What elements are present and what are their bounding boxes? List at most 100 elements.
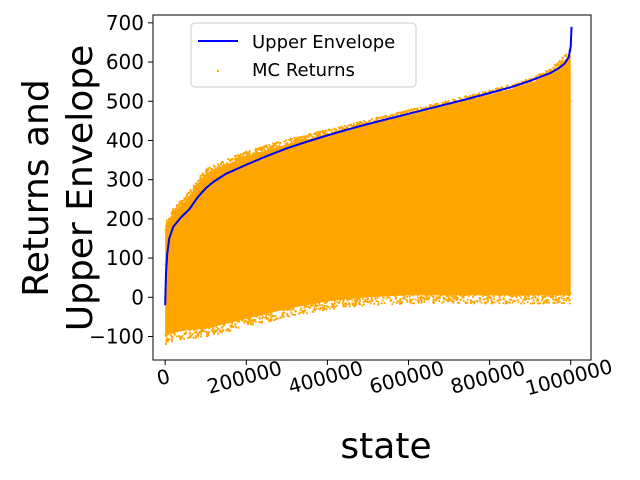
mc-return-point [344,305,347,308]
mc-return-point [512,88,515,91]
mc-return-point [254,320,257,323]
mc-return-point [179,327,182,330]
mc-return-point [215,330,218,333]
mc-return-point [530,78,533,80]
mc-return-point [409,110,411,113]
mc-return-point [542,75,545,78]
mc-return-point [412,263,415,266]
mc-return-point [485,96,488,99]
mc-return-point [390,298,393,301]
mc-return-point [217,332,220,335]
mc-return-point [395,292,397,295]
mc-return-point [423,301,426,303]
mc-return-point [414,114,417,116]
mc-return-point [531,81,533,84]
mc-return-point [483,301,486,304]
mc-return-point [291,313,294,315]
mc-return-point [228,320,231,323]
mc-return-point [268,193,271,196]
mc-return-point [332,303,335,306]
mc-return-point [370,294,373,297]
mc-return-point [471,223,474,226]
mc-return-point [479,110,481,113]
mc-return-point [192,189,195,192]
mc-return-point [485,95,488,98]
mc-return-point [348,302,350,305]
mc-return-point [451,104,454,106]
mc-return-point [208,166,211,169]
mc-return-point [555,184,558,186]
mc-return-point [366,301,369,303]
mc-return-point [446,106,449,109]
mc-return-point [234,325,237,328]
mc-return-point [453,296,456,298]
mc-return-point [468,98,471,101]
mc-return-point [442,107,445,110]
mc-return-point [265,315,268,318]
mc-return-point [311,310,314,313]
mc-return-point [258,152,261,154]
mc-return-point [412,108,415,111]
mc-return-point [191,333,194,336]
mc-return-point [409,301,412,304]
mc-return-point [474,98,477,101]
mc-return-point [452,296,454,298]
mc-return-point [560,292,563,295]
mc-return-point [174,268,177,271]
mc-return-point [549,87,552,90]
x-tick-label: 200000 [204,356,284,399]
mc-return-point [436,107,439,110]
mc-return-point [268,320,270,322]
mc-return-point [281,308,283,311]
mc-return-point [256,151,259,154]
mc-return-point [420,179,423,182]
mc-return-point [201,257,204,260]
mc-return-point [495,92,498,95]
mc-return-point [309,133,312,136]
mc-return-point [519,91,522,94]
mc-return-point [296,142,299,144]
mc-return-point [454,102,456,105]
mc-return-point [261,147,264,150]
mc-return-point [189,293,192,296]
mc-return-point [242,211,245,214]
mc-return-point [482,298,485,301]
mc-return-point [522,294,524,297]
mc-return-point [434,298,437,301]
mc-return-point [227,329,230,332]
mc-return-point [367,298,369,300]
mc-return-point [331,302,333,305]
mc-return-point [254,153,257,156]
mc-return-point [526,294,529,297]
mc-return-point [325,133,328,135]
mc-return-point [283,172,286,174]
mc-return-point [203,326,206,329]
mc-return-point [489,296,492,299]
mc-return-point [397,116,400,119]
mc-return-point [191,328,194,331]
mc-return-point [188,336,191,339]
mc-return-point [354,303,357,306]
mc-return-point [541,72,544,75]
mc-return-point [201,330,203,333]
mc-return-point [303,137,305,140]
mc-return-point [316,282,319,284]
mc-return-point [342,303,345,306]
mc-return-point [499,87,502,90]
mc-return-point [204,262,207,265]
mc-return-point [247,250,250,253]
mc-return-point [312,133,315,135]
mc-return-point [303,306,306,309]
mc-return-point [264,151,267,154]
mc-return-point [425,298,428,301]
mc-return-point [230,324,233,327]
mc-return-point [195,330,198,333]
mc-return-point [402,294,404,297]
mc-return-point [490,90,492,92]
mc-return-point [323,299,326,302]
mc-return-point [187,262,190,265]
mc-return-point [470,98,473,100]
mc-return-point [394,288,396,290]
mc-return-point [420,299,423,302]
